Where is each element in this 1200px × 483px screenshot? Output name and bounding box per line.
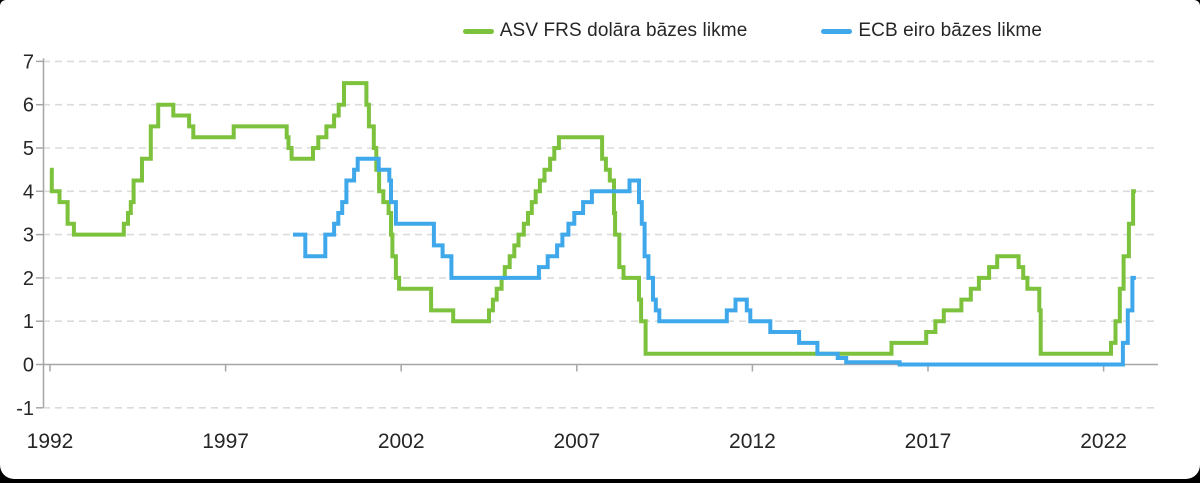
y-tick-label: 5 — [23, 138, 34, 160]
y-tick-label: 1 — [23, 311, 34, 333]
legend-item-ecb: ECB eiro bāzes likme — [821, 20, 1042, 42]
legend-item-fed: ASV FRS dolāra bāzes likme — [462, 20, 748, 42]
fed-legend-label: ASV FRS dolāra bāzes likme — [499, 20, 748, 41]
x-tick-label: 2002 — [378, 430, 425, 453]
y-tick-label: 0 — [23, 355, 34, 377]
fed-series-line — [49, 81, 1136, 356]
fed-line-swatch — [462, 28, 494, 34]
y-tick-label: -1 — [16, 398, 34, 420]
y-tick-label: 2 — [23, 268, 34, 290]
x-tick-label: 2022 — [1080, 430, 1127, 453]
y-tick-label: 6 — [23, 95, 34, 117]
ecb-legend-label: ECB eiro bāzes likme — [858, 20, 1042, 41]
x-tick-label: 2012 — [729, 430, 776, 453]
y-tick-label: 4 — [23, 181, 34, 203]
x-tick-label: 1997 — [202, 430, 249, 453]
y-tick-label: 3 — [23, 225, 34, 247]
ecb-series-line — [293, 156, 1136, 367]
x-tick-label: 2007 — [553, 430, 600, 453]
x-tick-label: 1992 — [27, 430, 74, 453]
x-tick-label: 2017 — [905, 430, 952, 453]
chart-legend: ASV FRS dolāra bāzes likme ECB eiro bāze… — [0, 20, 1200, 42]
y-tick-label: 7 — [23, 51, 34, 73]
ecb-line-swatch — [821, 28, 853, 34]
